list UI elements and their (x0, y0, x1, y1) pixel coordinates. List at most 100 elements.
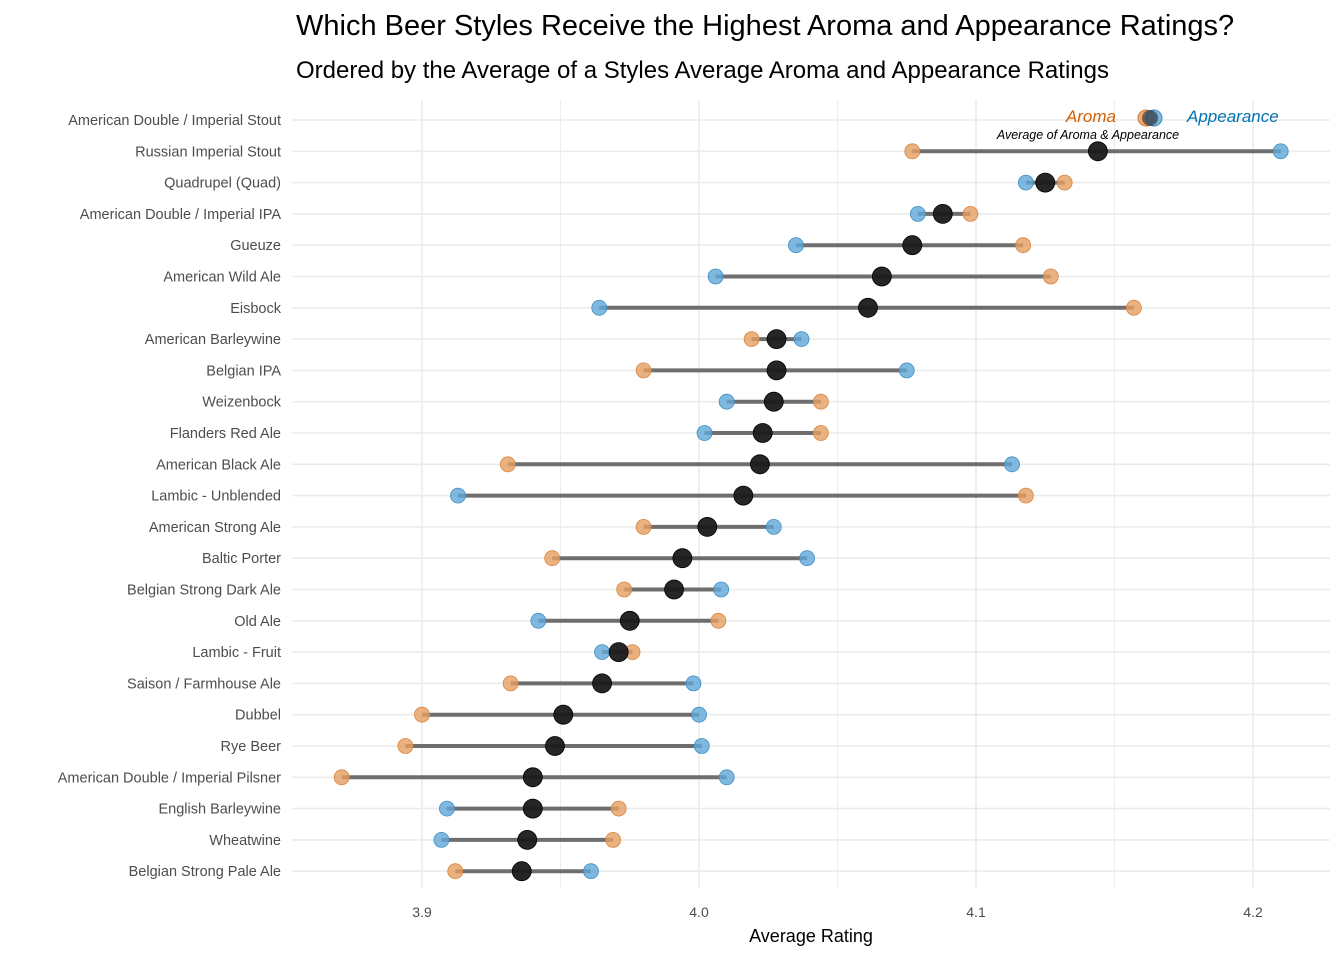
y-tick-label: Lambic - Unblended (151, 489, 281, 505)
average-point (902, 235, 923, 256)
y-tick-label: American Strong Ale (149, 520, 281, 536)
average-point (733, 485, 754, 506)
aroma-point (962, 205, 979, 222)
average-point (750, 454, 770, 475)
appearance-point (691, 706, 707, 723)
aroma-point (1125, 299, 1142, 316)
aroma-point (635, 362, 652, 379)
legend-average-label: Average of Aroma & Appearance (996, 128, 1179, 142)
average-point (766, 360, 787, 381)
legend: Aroma Appearance Average of Aroma & Appe… (996, 107, 1279, 142)
aroma-point (502, 675, 519, 692)
appearance-point (439, 800, 455, 817)
aroma-point (333, 769, 350, 786)
y-tick-label: Old Ale (234, 614, 281, 630)
average-point (545, 736, 565, 756)
y-tick-label: Rye Beer (221, 739, 282, 755)
aroma-point (447, 863, 464, 880)
average-point (672, 548, 693, 569)
y-tick-label: Belgian Strong Pale Ale (129, 864, 281, 880)
appearance-point (793, 331, 810, 348)
average-point (619, 610, 640, 631)
y-tick-label: American Double / Imperial Stout (68, 113, 281, 129)
y-tick-label: American Double / Imperial IPA (80, 207, 282, 223)
aroma-point (1015, 237, 1031, 254)
average-point (766, 329, 787, 350)
y-tick-label: Dubbel (235, 708, 281, 724)
aroma-point (605, 832, 622, 848)
y-tick-label: English Barleywine (158, 802, 281, 818)
appearance-point (1272, 143, 1289, 160)
average-point (763, 391, 784, 412)
y-tick-label: Belgian IPA (206, 363, 281, 379)
average-point (752, 423, 773, 443)
average-point (511, 861, 532, 882)
x-tick-label: 4.0 (689, 904, 709, 920)
aroma-point (710, 612, 727, 629)
aroma-point (616, 581, 633, 598)
y-tick-label: Weizenbock (202, 395, 281, 411)
y-tick-label: American Wild Ale (163, 270, 281, 286)
x-tick-label: 4.1 (966, 904, 986, 920)
y-tick-label: American Double / Imperial Pilsner (58, 770, 281, 786)
aroma-point (499, 456, 516, 473)
aroma-point (414, 706, 430, 723)
aroma-point (610, 800, 627, 817)
chart-title: Which Beer Styles Receive the Highest Ar… (296, 10, 1235, 42)
aroma-point (812, 425, 829, 441)
appearance-point (433, 832, 450, 848)
appearance-point (530, 612, 547, 629)
appearance-point (685, 675, 702, 692)
legend-appearance-label: Appearance (1186, 107, 1279, 126)
aroma-point (1042, 268, 1059, 285)
aroma-point (397, 738, 414, 754)
y-tick-label: American Barleywine (145, 332, 281, 348)
x-tick-label: 3.9 (412, 904, 432, 920)
appearance-point (799, 550, 815, 567)
y-tick-label: Wheatwine (209, 833, 281, 849)
average-point (522, 767, 543, 788)
y-tick-label: Flanders Red Ale (170, 426, 281, 442)
appearance-point (1017, 174, 1034, 191)
average-point (553, 704, 574, 725)
appearance-point (1004, 456, 1020, 473)
average-point (1035, 172, 1056, 193)
average-point (664, 579, 684, 600)
aroma-point (544, 550, 561, 567)
y-tick-label: Eisbock (230, 301, 282, 317)
appearance-point (718, 393, 735, 410)
aroma-point (1056, 174, 1073, 191)
legend-average-dot (1142, 110, 1158, 126)
average-point (858, 297, 878, 318)
average-point (697, 517, 718, 537)
average-point (932, 203, 953, 224)
average-point (871, 266, 892, 287)
x-tick-label: 4.2 (1243, 904, 1263, 920)
average-point (517, 830, 538, 850)
y-tick-label: Belgian Strong Dark Ale (127, 583, 281, 599)
appearance-point (898, 362, 915, 379)
appearance-point (707, 268, 724, 285)
appearance-point (583, 863, 599, 880)
appearance-point (591, 299, 608, 316)
appearance-point (693, 738, 710, 754)
aroma-point (904, 143, 921, 160)
appearance-point (909, 205, 926, 222)
y-tick-label: Lambic - Fruit (192, 645, 281, 661)
appearance-point (718, 769, 735, 786)
appearance-point (450, 487, 466, 504)
y-tick-label: Saison / Farmhouse Ale (127, 676, 281, 692)
aroma-point (1017, 487, 1034, 504)
y-tick-label: American Black Ale (156, 457, 281, 473)
average-point (592, 673, 612, 694)
aroma-point (743, 331, 760, 348)
aroma-point (635, 519, 652, 535)
appearance-point (788, 237, 804, 254)
legend-aroma-label: Aroma (1065, 107, 1116, 126)
y-tick-label: Baltic Porter (202, 551, 281, 567)
chart-marks (333, 109, 1289, 882)
y-axis-labels: American Double / Imperial Stout Russian … (58, 113, 282, 880)
appearance-point (696, 425, 713, 441)
y-tick-label: Gueuze (230, 238, 281, 254)
